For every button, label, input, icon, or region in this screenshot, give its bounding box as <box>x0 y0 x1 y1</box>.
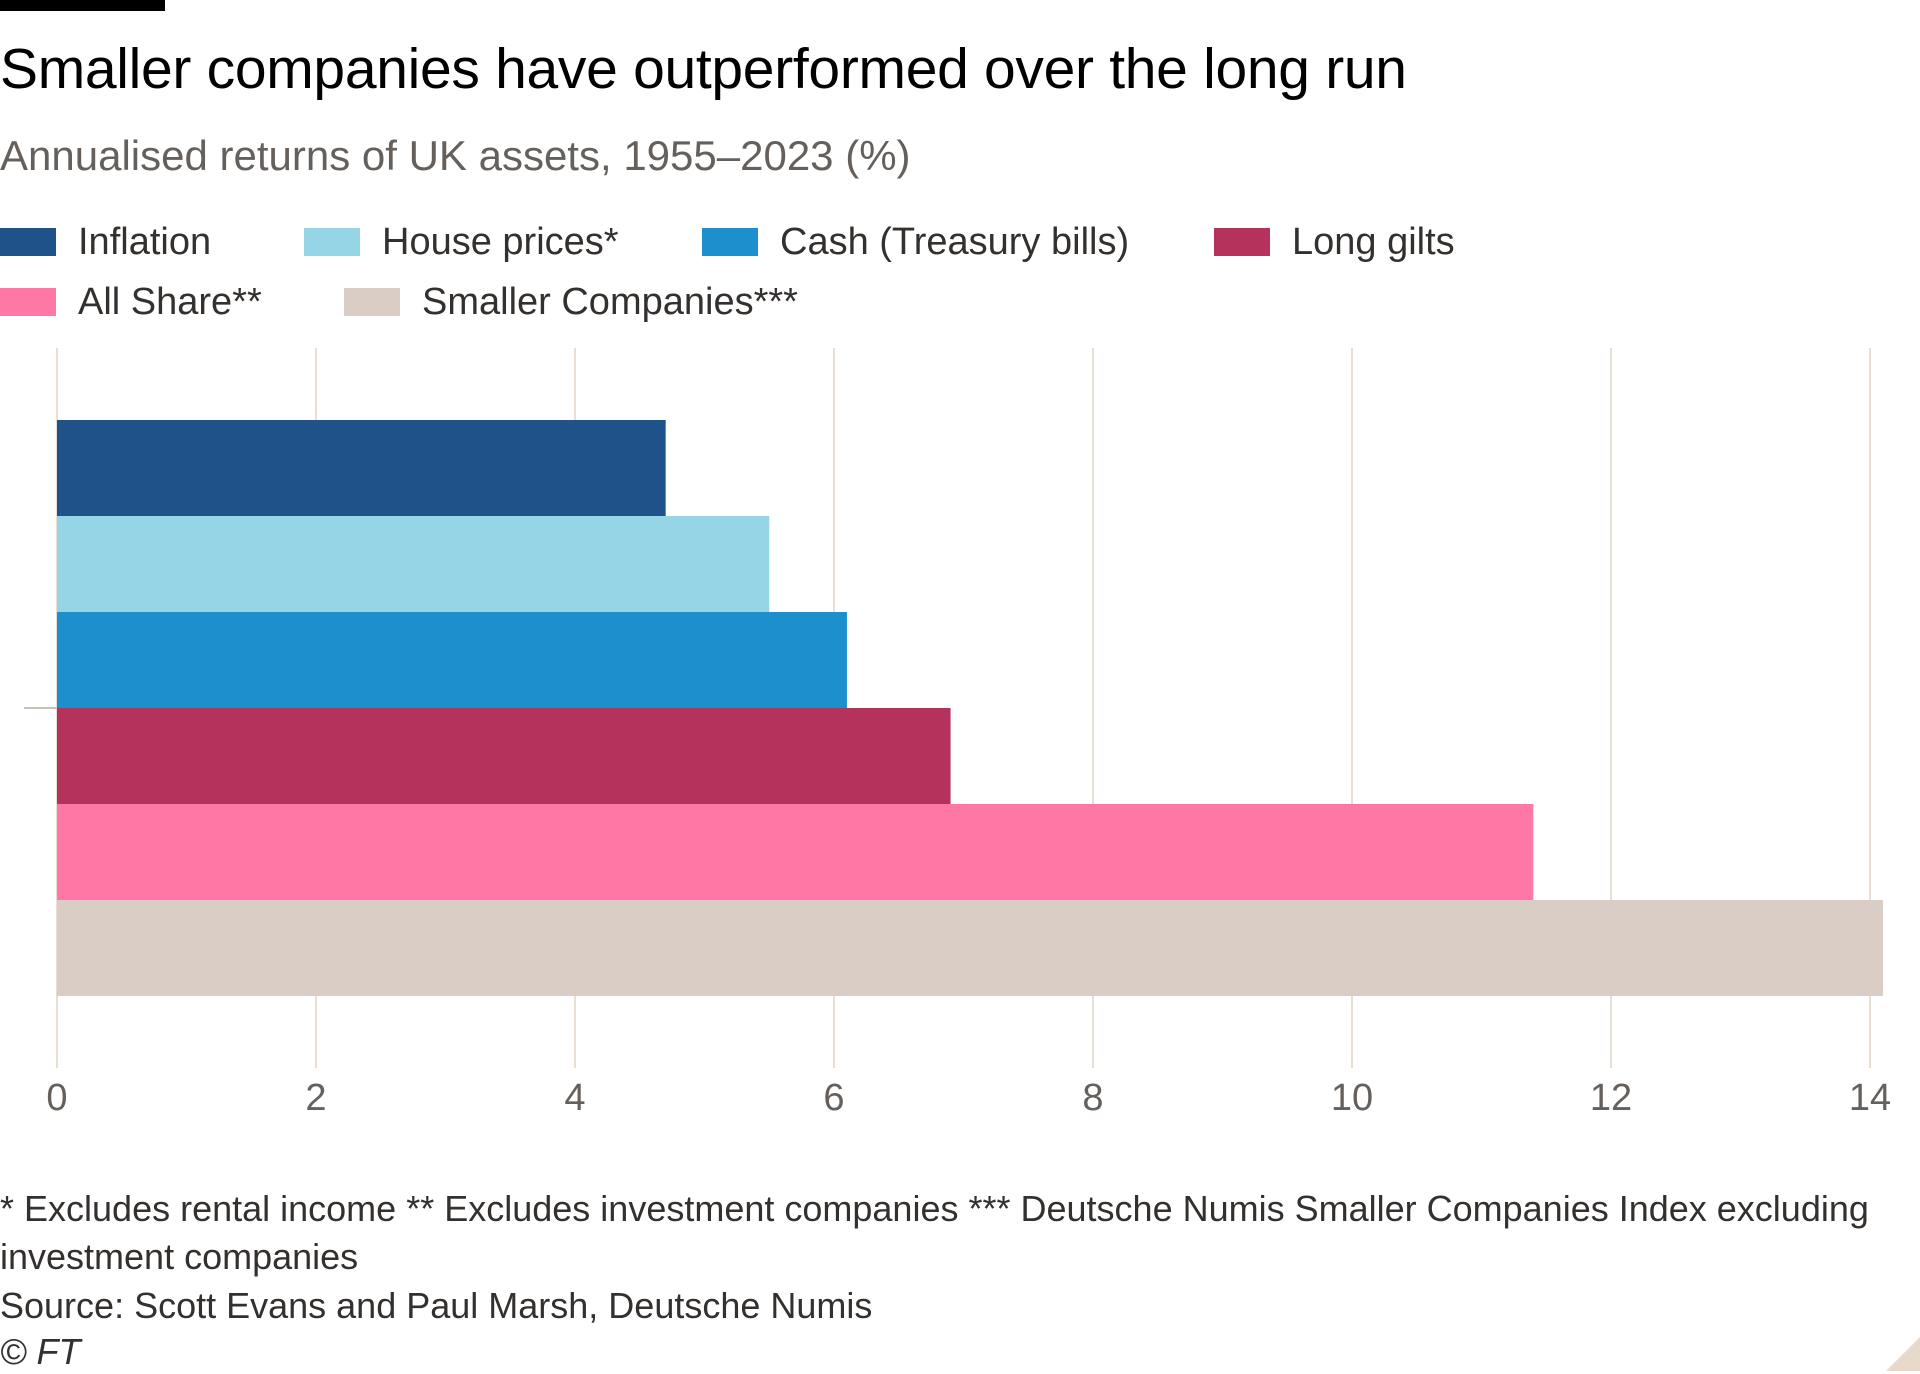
x-tick-label-14: 14 <box>1849 1077 1891 1119</box>
bar-inflation <box>57 420 666 516</box>
top-accent-bar <box>0 0 165 11</box>
legend-item-house-prices: House prices* <box>304 212 619 272</box>
legend-item-all-share: All Share** <box>0 272 262 332</box>
legend-label-house-prices: House prices* <box>382 220 619 263</box>
legend-item-cash: Cash (Treasury bills) <box>702 212 1129 272</box>
copyright-note: © FT <box>0 1331 81 1372</box>
chart-subtitle: Annualised returns of UK assets, 1955–20… <box>0 132 911 179</box>
bar-house-prices <box>57 516 770 612</box>
legend-swatch-all-share <box>0 288 56 316</box>
legend-item-inflation: Inflation <box>0 212 211 272</box>
legend-label-inflation: Inflation <box>78 220 212 263</box>
x-tick-label-8: 8 <box>1082 1077 1103 1119</box>
legend-swatch-inflation <box>0 228 56 256</box>
x-tick-label-6: 6 <box>823 1077 844 1119</box>
source-note: Source: Scott Evans and Paul Marsh, Deut… <box>0 1285 873 1326</box>
legend: Inflation House prices* Cash (Treasury b… <box>0 0 1920 340</box>
legend-label-smaller-companies: Smaller Companies*** <box>422 280 798 323</box>
legend-label-all-share: All Share** <box>78 280 262 323</box>
chart-svg: 0 2 4 6 8 10 12 14 <box>24 348 1891 1119</box>
bar-cash-treasury-bills <box>57 612 847 708</box>
chart-title: Smaller companies have outperformed over… <box>0 37 1407 101</box>
x-tick-label-12: 12 <box>1590 1077 1632 1119</box>
footnote: * Excludes rental income ** Excludes inv… <box>0 1188 1869 1277</box>
legend-label-long-gilts: Long gilts <box>1292 220 1455 263</box>
legend-item-smaller-companies: Smaller Companies*** <box>344 272 798 332</box>
legend-swatch-house-prices <box>304 228 360 256</box>
legend-swatch-long-gilts <box>1214 228 1270 256</box>
x-tick-label-2: 2 <box>305 1077 326 1119</box>
corner-mark <box>1886 1337 1920 1371</box>
x-tick-label-10: 10 <box>1331 1077 1373 1119</box>
legend-swatch-cash <box>702 228 758 256</box>
bar-long-gilts <box>57 708 951 804</box>
x-tick-label-0: 0 <box>46 1077 67 1119</box>
legend-swatch-smaller-companies <box>344 288 400 316</box>
bar-smaller-companies <box>57 900 1883 996</box>
x-tick-label-4: 4 <box>564 1077 585 1119</box>
legend-item-long-gilts: Long gilts <box>1214 212 1455 272</box>
bar-chart: 0 2 4 6 8 10 12 14 <box>0 340 1920 1120</box>
legend-label-cash: Cash (Treasury bills) <box>780 220 1130 263</box>
bar-all-share <box>57 804 1534 900</box>
